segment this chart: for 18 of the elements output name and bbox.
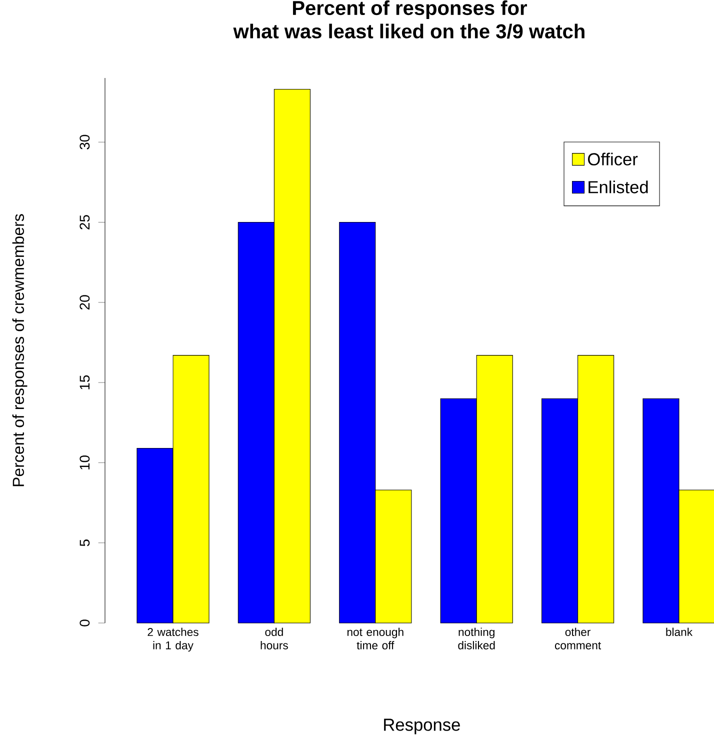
x-tick-label: 2 watches in 1 day (148, 628, 198, 652)
legend-label: Officer (588, 152, 638, 166)
x-tick-label: other comment (554, 628, 602, 650)
x-tick-label: not enough time off (347, 628, 404, 650)
legend-label: Enlisted (588, 180, 648, 194)
chart-title: Percent of responses for what was least liked on the 3/9 watch (233, 0, 584, 39)
x-tick-label: blank (666, 628, 693, 636)
x-tick-label: odd hours (260, 628, 288, 650)
y-tick-label: 0 (80, 620, 90, 626)
y-axis-title: Percent of responses of crewmembers (12, 214, 28, 486)
y-tick-label: 10 (80, 455, 90, 470)
y-tick-label: 5 (80, 540, 90, 546)
x-tick-label: nothing disliked (458, 628, 495, 650)
y-tick-label: 25 (80, 215, 90, 230)
y-tick-label: 15 (80, 375, 90, 390)
y-tick-label: 20 (80, 295, 90, 310)
y-tick-label: 30 (80, 134, 90, 150)
x-axis-title: Response (384, 718, 460, 734)
